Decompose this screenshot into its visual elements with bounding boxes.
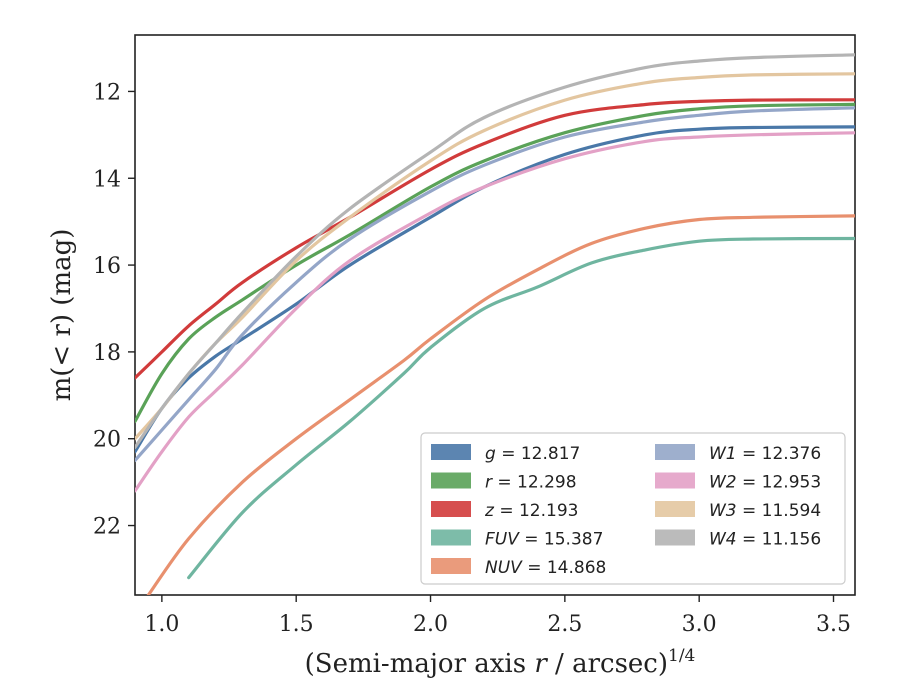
series-line-r [135,102,855,423]
legend: g = 12.817 r = 12.298 z = 12.193 FUV = 15.3… [420,432,846,585]
legend-swatch-r [431,472,471,489]
series-line-g [135,125,855,454]
legend-swatch-w3 [655,501,695,517]
x-axis-title: (Semi-major axis r / arcsec)1/4 [305,646,696,679]
plot-frame [134,34,856,596]
x-tick-label: 3.0 [682,612,717,637]
legend-label-w4: W4 = 11.156 [709,530,821,550]
legend-swatch-fuv [431,529,471,546]
x-tick-label: 1.0 [144,612,179,637]
series-line-nuv [146,214,855,595]
legend-swatch-g [431,444,471,460]
series-line-w2 [135,131,855,493]
legend-label-z: z = 12.193 [484,501,578,521]
series-line-w1 [135,106,855,462]
legend-swatch-w4 [655,529,695,546]
x-tick-label: 1.5 [279,612,314,637]
x-tick-label: 3.5 [816,612,851,637]
plot-area [134,34,856,596]
legend-label-r: r = 12.298 [485,473,577,493]
y-tick-label: 20 [93,428,121,453]
legend-label-w2: W2 = 12.953 [709,473,821,493]
series-lines [135,53,855,595]
y-tick-label: 16 [93,254,121,279]
legend-label-fuv: FUV = 15.387 [485,530,603,550]
legend-swatch-z [431,501,471,517]
legend-label-nuv: NUV = 14.868 [485,558,606,578]
y-tick-label: 12 [93,80,121,105]
legend-label-g: g = 12.817 [485,444,580,464]
y-axis-title: m(< r) (mag) [47,229,77,402]
legend-label-w1: W1 = 12.376 [709,444,821,464]
series-line-fuv [187,236,855,580]
legend-label-w3: W3 = 11.594 [709,501,821,521]
legend-swatch-nuv [431,558,471,574]
x-axis-ticks: 1.0 1.5 2.0 2.5 3.0 3.5 [144,595,851,637]
legend-box [420,432,846,585]
series-line-w4 [135,53,855,449]
legend-swatch-w2 [655,472,695,489]
series-line-z [135,98,855,380]
y-axis-ticks: 12 14 16 18 20 22 [93,80,135,540]
x-tick-label: 2.0 [413,612,448,637]
y-tick-label: 18 [93,341,121,366]
y-tick-label: 14 [93,167,121,192]
x-tick-label: 2.5 [547,612,582,637]
y-tick-label: 22 [93,515,121,540]
legend-swatch-w1 [655,444,695,460]
